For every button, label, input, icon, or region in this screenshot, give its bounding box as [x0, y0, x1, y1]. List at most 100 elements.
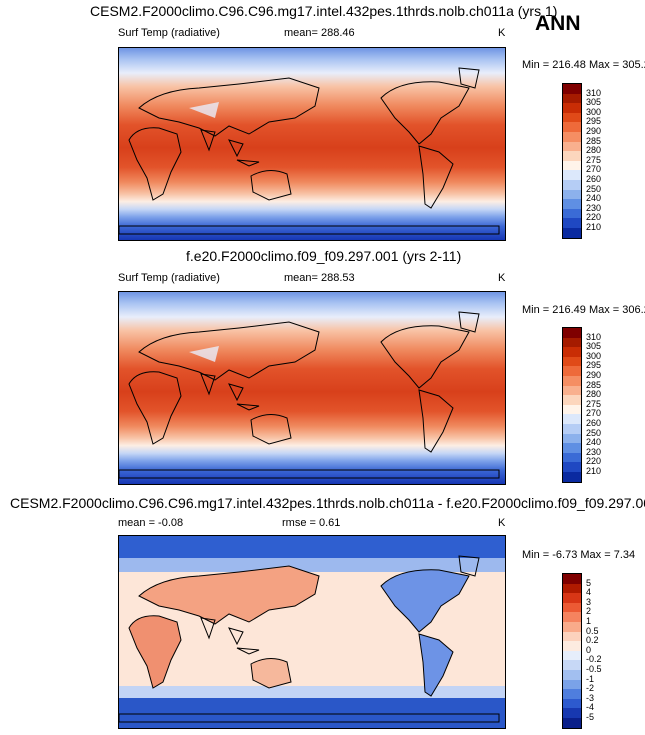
colorbar-tick-label: 250 [586, 427, 602, 438]
colorbar-swatch [563, 131, 581, 142]
colorbar-swatch [563, 122, 581, 132]
colorbar-tick-label: 220 [586, 456, 602, 467]
colorbar-swatch [563, 443, 581, 453]
panel3-minmax: Min = -6.73 Max = 7.34 [522, 549, 636, 561]
panel2-minmax: Min = 216.49 Max = 306.25 [522, 304, 645, 316]
colorbar-tick-label: 230 [586, 446, 602, 457]
colorbar-tick-label: -1 [586, 673, 595, 684]
colorbar-swatch [563, 366, 581, 376]
colorbar-swatch [563, 621, 581, 632]
colorbar-swatch [563, 170, 581, 180]
panel2-title: f.e20.F2000climo.f09_f09.297.001 (yrs 2-… [186, 248, 462, 264]
panel3-rmse-label: rmse = 0.61 [282, 517, 341, 529]
colorbar-swatch [563, 395, 581, 405]
colorbar-swatch [563, 112, 581, 123]
colorbar-swatch [563, 669, 581, 680]
colorbar-swatch [563, 337, 581, 348]
colorbar-tick-label: -4 [586, 702, 595, 713]
colorbar-swatch [563, 404, 581, 415]
colorbar-tick-label: 295 [586, 116, 602, 127]
colorbar-tick-label: 260 [586, 174, 602, 184]
panel3-units: K [498, 517, 506, 529]
ann-label: ANN [535, 12, 581, 35]
colorbar-tick-label: 285 [586, 135, 602, 146]
colorbar-swatch [563, 93, 581, 104]
colorbar-tick-label: 0 [586, 644, 592, 655]
panel1-minmax: Min = 216.48 Max = 305.23 [522, 59, 645, 71]
colorbar-swatch [563, 471, 581, 482]
colorbar-tick-label: -0.5 [586, 664, 602, 674]
colorbar-tick-label: 2 [586, 606, 592, 617]
colorbar-swatch [563, 199, 581, 209]
colorbar-tick-label: 270 [586, 164, 602, 175]
colorbar-swatch [563, 151, 581, 161]
colorbar-swatch [563, 650, 581, 661]
colorbar-tick-label: 285 [586, 379, 602, 390]
colorbar-swatch [563, 423, 581, 434]
colorbar-tick-label: 260 [586, 418, 602, 428]
colorbar-tick-label: 210 [586, 222, 602, 232]
colorbar-tick-label: 5 [586, 577, 592, 588]
colorbar-tick-label: 305 [586, 97, 602, 108]
colorbar-tick-label: 280 [586, 145, 602, 156]
colorbar-swatch [563, 208, 581, 219]
colorbar-swatch [563, 141, 581, 152]
colorbar-tick-label: 240 [586, 193, 602, 204]
colorbar-tick-label: 275 [586, 398, 602, 409]
colorbar-swatch [563, 328, 581, 338]
colorbar-swatch [563, 462, 581, 472]
colorbar-tick-label: 4 [586, 587, 592, 598]
colorbar-swatch [563, 679, 581, 690]
colorbar-swatch [563, 218, 581, 228]
colorbar-tick-label: -2 [586, 683, 595, 694]
panel1-map [118, 47, 506, 241]
colorbar-tick-label: 290 [586, 126, 602, 136]
colorbar-tick-label: -5 [586, 712, 595, 722]
panel3-title: CESM2.F2000climo.C96.C96.mg17.intel.432p… [10, 495, 645, 511]
colorbar-tick-label: 305 [586, 341, 602, 352]
colorbar-tick-label: 275 [586, 154, 602, 165]
colorbar-swatch [563, 574, 581, 584]
colorbar-swatch [563, 433, 581, 444]
colorbar-swatch [563, 356, 581, 367]
panel2-map [118, 291, 506, 485]
colorbar-tick-label: 0.5 [586, 625, 599, 636]
panel2-variable-label: Surf Temp (radiative) [118, 272, 220, 284]
colorbar-swatch [563, 84, 581, 94]
panel1-title: CESM2.F2000climo.C96.C96.mg17.intel.432p… [90, 3, 558, 19]
colorbar-swatch [563, 375, 581, 386]
colorbar-swatch [563, 189, 581, 200]
panel3-colorbar [562, 573, 582, 729]
colorbar-swatch [563, 612, 581, 622]
colorbar-tick-label: 1 [586, 616, 592, 626]
colorbar-swatch [563, 708, 581, 718]
colorbar-tick-label: 295 [586, 360, 602, 371]
panel1-units: K [498, 27, 506, 39]
colorbar-tick-label: 310 [586, 331, 602, 342]
colorbar-tick-label: 210 [586, 466, 602, 476]
colorbar-swatch [563, 641, 581, 651]
colorbar-swatch [563, 660, 581, 670]
colorbar-tick-label: 250 [586, 183, 602, 194]
colorbar-swatch [563, 179, 581, 190]
colorbar-tick-label: 240 [586, 437, 602, 448]
colorbar-tick-label: 300 [586, 106, 602, 117]
colorbar-tick-label: 3 [586, 596, 592, 607]
panel3-mean-label: mean = -0.08 [118, 517, 184, 529]
colorbar-swatch [563, 414, 581, 424]
colorbar-tick-label: 300 [586, 350, 602, 361]
colorbar-swatch [563, 103, 581, 113]
colorbar-swatch [563, 385, 581, 396]
colorbar-tick-label: 270 [586, 408, 602, 419]
colorbar-swatch [563, 698, 581, 709]
colorbar-tick-label: 280 [586, 389, 602, 400]
colorbar-swatch [563, 593, 581, 603]
panel1-mean-label: mean= 288.46 [284, 27, 355, 39]
colorbar-swatch [563, 583, 581, 594]
colorbar-swatch [563, 602, 581, 613]
colorbar-swatch [563, 689, 581, 699]
colorbar-tick-label: 310 [586, 87, 602, 98]
colorbar-tick-label: 220 [586, 212, 602, 223]
colorbar-tick-label: -3 [586, 692, 595, 703]
panel2-mean-label: mean= 288.53 [284, 272, 355, 284]
